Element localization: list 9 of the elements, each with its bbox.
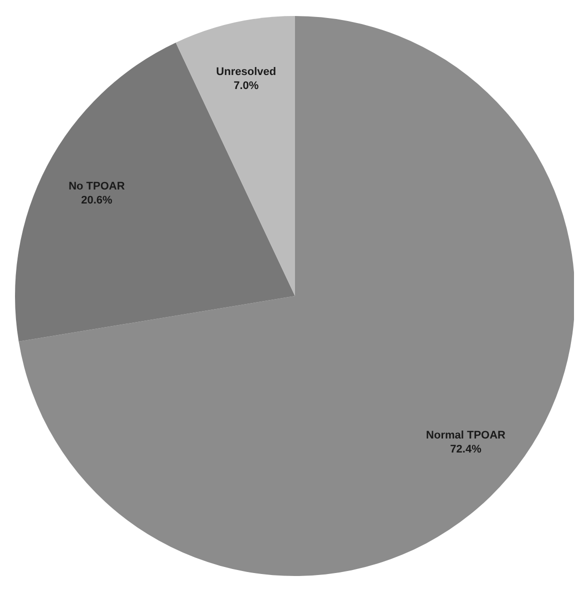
pie-slice [176, 16, 295, 296]
data-label: 72.4% [450, 443, 482, 456]
slice-label: Unresolved [216, 66, 276, 78]
pie-slice [15, 42, 295, 342]
pie-slice [18, 16, 574, 576]
data-label: 7.0% [234, 80, 259, 92]
slice-label: No TPOAR [68, 180, 125, 193]
data-label: 20.6% [81, 194, 113, 206]
slice-label: Normal TPOAR [426, 430, 506, 442]
